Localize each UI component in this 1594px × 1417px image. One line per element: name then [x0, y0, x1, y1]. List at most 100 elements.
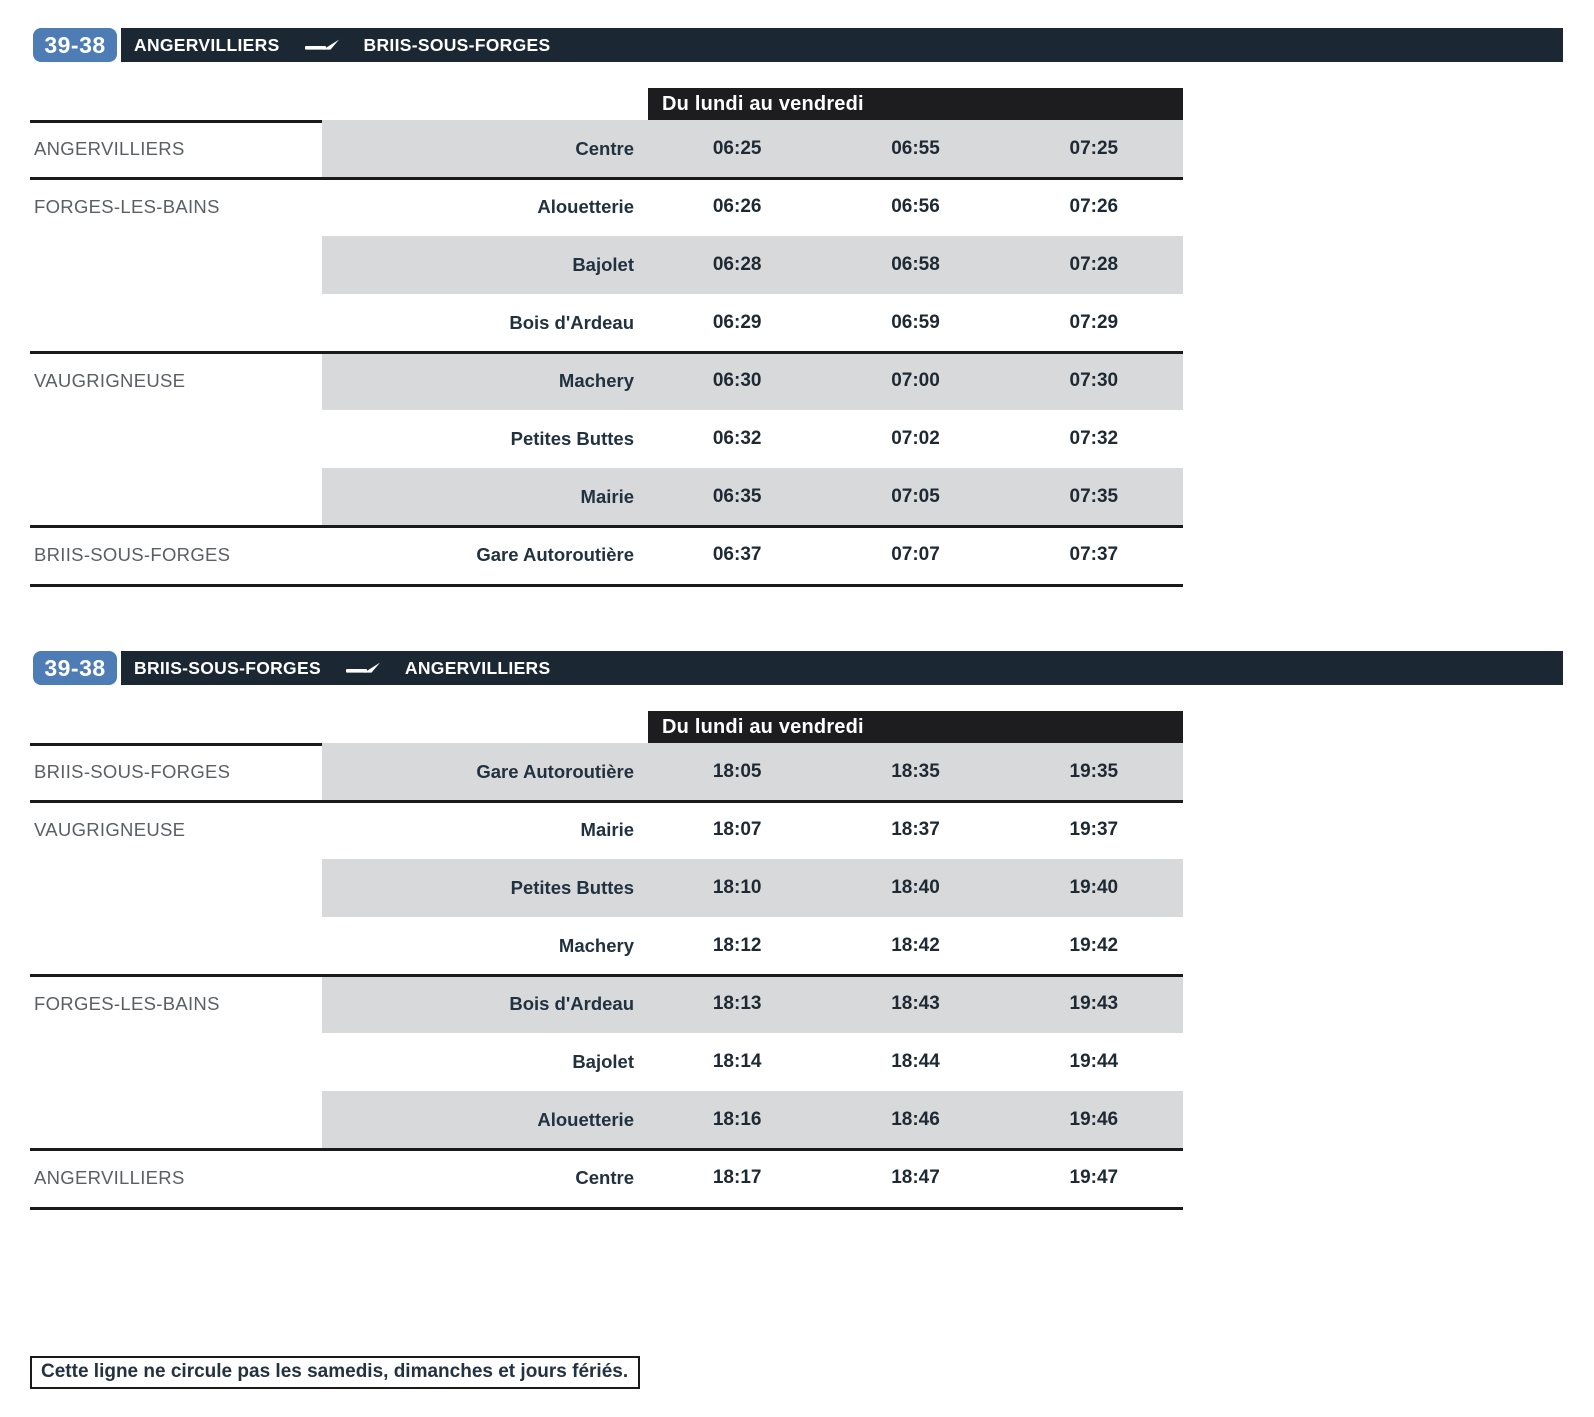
rows: ANGERVILLIERS Centre 06:25 06:55 07:25 FOR…: [30, 120, 1183, 587]
stop-name: Mairie: [580, 819, 634, 840]
time-cell: 06:26: [712, 196, 762, 217]
rows: BRIIS-SOUS-FORGES Gare Autoroutière 18:0…: [30, 743, 1183, 1210]
time-cell: 19:40: [1069, 877, 1119, 898]
stop-row: FORGES-LES-BAINS Alouetterie 06:26 06:56 0…: [30, 177, 1183, 236]
stop-name: Machery: [558, 370, 634, 391]
timetables: 39-38 ANGERVILLIERS BRIIS-SOUS-FORGES Du…: [0, 0, 1594, 1210]
commune-label: FORGES-LES-BAINS: [34, 993, 220, 1014]
time-cell: 06:56: [891, 196, 940, 217]
time-cell: 07:25: [1069, 138, 1119, 159]
times: 18:17 18:47 19:47: [648, 1149, 1183, 1207]
time-cell: 07:32: [1069, 428, 1119, 449]
commune-label: [30, 1091, 322, 1149]
time-cell: 06:30: [712, 370, 762, 391]
stop-row: ANGERVILLIERS Centre 06:25 06:55 07:25: [30, 120, 1183, 178]
stop-row: Bois d'Ardeau 06:29 06:59 07:29: [30, 294, 1183, 352]
stop-row: FORGES-LES-BAINS Bois d'Ardeau 18:13 18:4…: [30, 974, 1183, 1033]
commune-label: FORGES-LES-BAINS: [34, 196, 220, 217]
row-band: Mairie 06:35 07:05 07:35: [322, 468, 1183, 526]
times: 18:07 18:37 19:37: [648, 801, 1183, 859]
timetable-section: 39-38 BRIIS-SOUS-FORGES ANGERVILLIERS Du…: [0, 587, 1594, 1210]
row-band: Bois d'Ardeau 06:29 06:59 07:29: [322, 294, 1183, 352]
stop-name: Machery: [558, 935, 634, 956]
time-cell: 06:37: [712, 544, 762, 565]
stop-name: Bois d'Ardeau: [509, 312, 634, 333]
commune-label: ANGERVILLIERS: [34, 138, 185, 159]
time-cell: 06:58: [891, 254, 940, 275]
timetable-section: 39-38 ANGERVILLIERS BRIIS-SOUS-FORGES Du…: [0, 0, 1594, 587]
time-cell: 19:35: [1069, 761, 1119, 782]
time-cell: 06:59: [891, 312, 940, 333]
stop-row: Bajolet 06:28 06:58 07:28: [30, 236, 1183, 294]
times: 06:28 06:58 07:28: [648, 236, 1183, 294]
times: 06:29 06:59 07:29: [648, 294, 1183, 352]
time-cell: 07:02: [891, 428, 940, 449]
row-band: Centre 18:17 18:47 19:47: [322, 1149, 1183, 1207]
route-header: 39-38 ANGERVILLIERS BRIIS-SOUS-FORGES: [33, 28, 1563, 62]
stop-row: BRIIS-SOUS-FORGES Gare Autoroutière 06:3…: [30, 525, 1183, 584]
times: 06:26 06:56 07:26: [648, 178, 1183, 236]
times: 18:12 18:42 19:42: [648, 917, 1183, 975]
times: 06:35 07:05 07:35: [648, 468, 1183, 526]
time-cell: 07:35: [1069, 486, 1119, 507]
stop-name: Bajolet: [572, 1051, 634, 1072]
time-cell: 06:28: [712, 254, 762, 275]
stop-name: Petites Buttes: [510, 428, 634, 449]
time-cell: 06:55: [891, 138, 940, 159]
row-band: Mairie 18:07 18:37 19:37: [322, 801, 1183, 859]
stop-row: Machery 18:12 18:42 19:42: [30, 917, 1183, 975]
row-band: Centre 06:25 06:55 07:25: [322, 120, 1183, 178]
time-cell: 07:05: [891, 486, 940, 507]
commune-label: [30, 410, 322, 468]
time-cell: 18:16: [712, 1109, 762, 1130]
day-period-header: Du lundi au vendredi: [648, 88, 1183, 120]
stop-row: Bajolet 18:14 18:44 19:44: [30, 1033, 1183, 1091]
time-cell: 19:42: [1069, 935, 1119, 956]
commune-label: [30, 859, 322, 917]
times: 06:32 07:02 07:32: [648, 410, 1183, 468]
row-band: Alouetterie 18:16 18:46 19:46: [322, 1091, 1183, 1149]
commune-label: [30, 294, 322, 352]
time-cell: 18:13: [712, 993, 762, 1014]
stop-row: ANGERVILLIERS Centre 18:17 18:47 19:47: [30, 1148, 1183, 1207]
time-cell: 19:44: [1069, 1051, 1119, 1072]
times: 06:37 07:07 07:37: [648, 526, 1183, 584]
stop-row: Alouetterie 18:16 18:46 19:46: [30, 1091, 1183, 1149]
row-band: Gare Autoroutière 06:37 07:07 07:37: [322, 526, 1183, 584]
time-cell: 19:47: [1069, 1167, 1119, 1188]
time-cell: 18:43: [891, 993, 940, 1014]
time-cell: 18:46: [891, 1109, 940, 1130]
time-cell: 06:35: [712, 486, 762, 507]
time-cell: 18:40: [891, 877, 940, 898]
time-cell: 19:43: [1069, 993, 1119, 1014]
stop-row: BRIIS-SOUS-FORGES Gare Autoroutière 18:0…: [30, 743, 1183, 801]
commune-label: [30, 1033, 322, 1091]
origin-label: ANGERVILLIERS: [134, 34, 280, 55]
time-cell: 18:05: [712, 761, 762, 782]
times: 18:13 18:43 19:43: [648, 975, 1183, 1033]
row-band: Machery 18:12 18:42 19:42: [322, 917, 1183, 975]
row-band: Alouetterie 06:26 06:56 07:26: [322, 178, 1183, 236]
stop-name: Bois d'Ardeau: [509, 993, 634, 1014]
time-cell: 07:28: [1069, 254, 1119, 275]
time-cell: 07:30: [1069, 370, 1119, 391]
timetable: Du lundi au vendredi BRIIS-SOUS-FORGES G…: [30, 711, 1183, 1210]
line-number-badge: 39-38: [33, 28, 117, 62]
time-cell: 18:10: [712, 877, 762, 898]
stop-row: Mairie 06:35 07:05 07:35: [30, 468, 1183, 526]
direction-arrow-icon: [345, 660, 381, 676]
commune-label: ANGERVILLIERS: [34, 1167, 185, 1188]
timetable: Du lundi au vendredi ANGERVILLIERS Centr…: [30, 88, 1183, 587]
time-cell: 06:32: [712, 428, 762, 449]
commune-label: [30, 917, 322, 975]
time-cell: 19:46: [1069, 1109, 1119, 1130]
time-cell: 18:47: [891, 1167, 940, 1188]
origin-label: BRIIS-SOUS-FORGES: [134, 657, 321, 678]
time-cell: 07:37: [1069, 544, 1119, 565]
time-cell: 18:35: [891, 761, 940, 782]
times: 18:10 18:40 19:40: [648, 859, 1183, 917]
row-band: Bajolet 18:14 18:44 19:44: [322, 1033, 1183, 1091]
destination-label: ANGERVILLIERS: [404, 657, 551, 678]
service-note: Cette ligne ne circule pas les samedis, …: [30, 1356, 641, 1389]
